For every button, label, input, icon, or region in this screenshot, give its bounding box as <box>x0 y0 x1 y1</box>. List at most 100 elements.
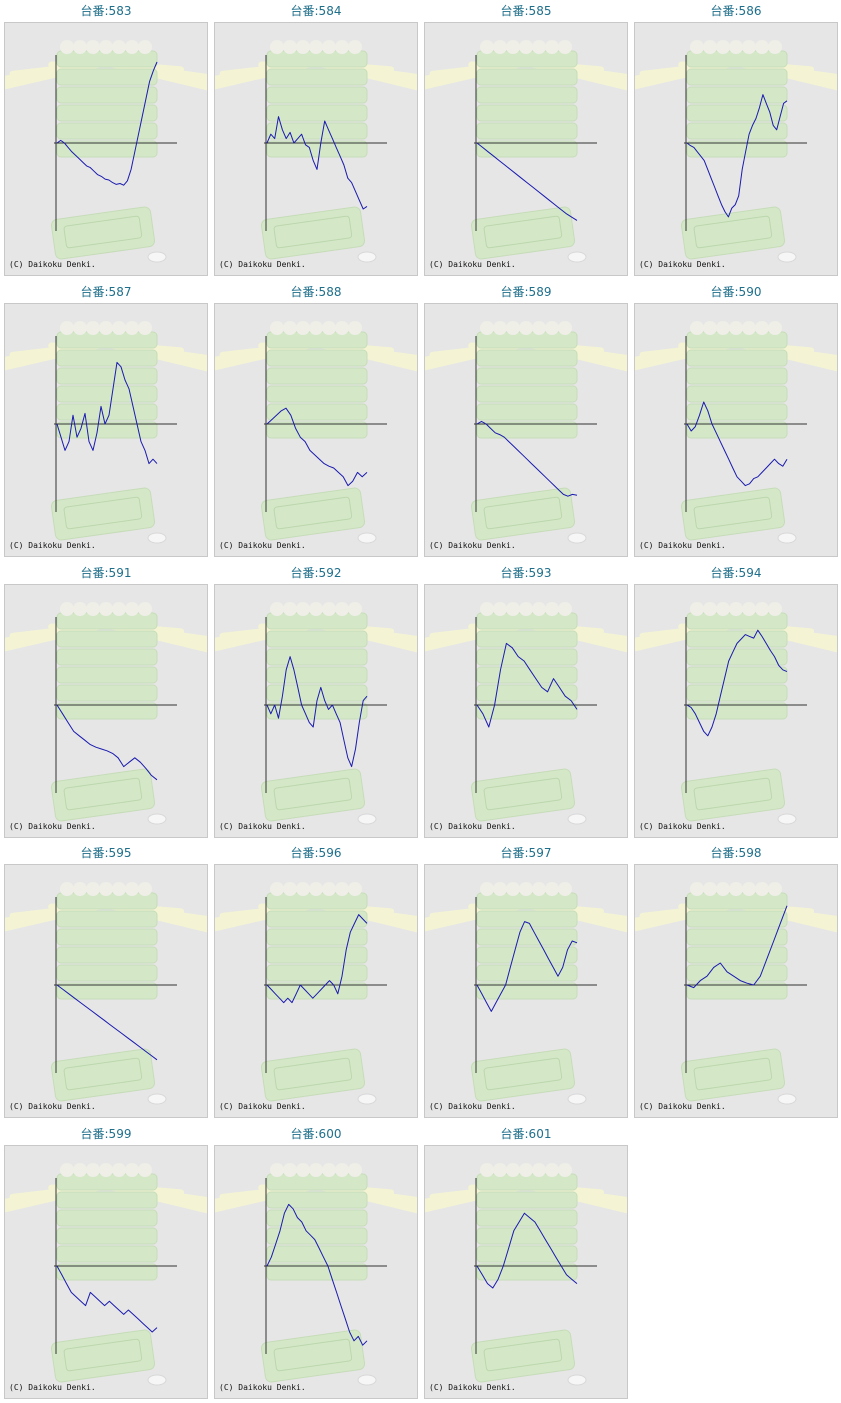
chart-title[interactable]: 台番:592 <box>290 566 342 580</box>
copyright-text: (C) Daikoku Denki. <box>429 260 516 269</box>
background-art <box>425 40 627 263</box>
series-line <box>266 116 368 210</box>
chart-svg <box>215 882 417 1105</box>
chart-title[interactable]: 台番:593 <box>500 566 552 580</box>
chart-svg <box>635 602 837 825</box>
chart-svg <box>425 602 627 825</box>
chart-title[interactable]: 台番:599 <box>80 1127 132 1141</box>
series-line <box>266 1203 368 1346</box>
chart-svg <box>635 40 837 263</box>
chart-title[interactable]: 台番:591 <box>80 566 132 580</box>
series-line <box>686 905 788 989</box>
chart-svg <box>215 602 417 825</box>
series-line <box>266 914 368 1004</box>
copyright-text: (C) Daikoku Denki. <box>429 822 516 831</box>
chart-svg <box>425 1163 627 1386</box>
chart-panel: (C) Daikoku Denki. <box>424 303 628 557</box>
background-art <box>5 602 207 825</box>
chart-panel: (C) Daikoku Denki. <box>634 864 838 1118</box>
chart-title[interactable]: 台番:589 <box>500 285 552 299</box>
chart-svg <box>5 882 207 1105</box>
chart-title[interactable]: 台番:588 <box>290 285 342 299</box>
background-art <box>635 602 837 825</box>
series-line <box>476 921 578 1012</box>
chart-panel: (C) Daikoku Denki. <box>4 22 208 276</box>
copyright-text: (C) Daikoku Denki. <box>9 1383 96 1392</box>
chart-svg <box>5 40 207 263</box>
chart-panel: (C) Daikoku Denki. <box>214 22 418 276</box>
background-art <box>5 40 207 263</box>
background-art <box>215 321 417 544</box>
series-line <box>476 1212 578 1289</box>
series-line <box>266 407 368 487</box>
copyright-text: (C) Daikoku Denki. <box>219 541 306 550</box>
series-line <box>266 656 368 768</box>
background-art <box>215 1163 417 1386</box>
chart-title[interactable]: 台番:587 <box>80 285 132 299</box>
chart-title[interactable]: 台番:586 <box>710 4 762 18</box>
chart-svg <box>425 40 627 263</box>
background-art <box>425 321 627 544</box>
chart-title[interactable]: 台番:583 <box>80 4 132 18</box>
chart-panel: (C) Daikoku Denki. <box>214 584 418 838</box>
series-line <box>476 642 578 728</box>
chart-title[interactable]: 台番:600 <box>290 1127 342 1141</box>
chart-panel: (C) Daikoku Denki. <box>4 303 208 557</box>
chart-title[interactable]: 台番:594 <box>710 566 762 580</box>
chart-svg <box>215 1163 417 1386</box>
chart-panel: (C) Daikoku Denki. <box>634 303 838 557</box>
copyright-text: (C) Daikoku Denki. <box>219 1383 306 1392</box>
copyright-text: (C) Daikoku Denki. <box>639 822 726 831</box>
chart-title[interactable]: 台番:595 <box>80 846 132 860</box>
background-art <box>215 602 417 825</box>
copyright-text: (C) Daikoku Denki. <box>639 541 726 550</box>
chart-panel: (C) Daikoku Denki. <box>424 864 628 1118</box>
background-art <box>5 882 207 1105</box>
chart-panel: (C) Daikoku Denki. <box>4 1145 208 1399</box>
chart-svg <box>5 602 207 825</box>
chart-title[interactable]: 台番:590 <box>710 285 762 299</box>
chart-panel: (C) Daikoku Denki. <box>214 303 418 557</box>
chart-svg <box>5 321 207 544</box>
copyright-text: (C) Daikoku Denki. <box>429 1102 516 1111</box>
background-art <box>635 321 837 544</box>
chart-panel: (C) Daikoku Denki. <box>634 22 838 276</box>
background-art <box>635 40 837 263</box>
series-line <box>686 401 788 487</box>
background-art <box>425 1163 627 1386</box>
chart-title[interactable]: 台番:584 <box>290 4 342 18</box>
chart-panel: (C) Daikoku Denki. <box>424 22 628 276</box>
chart-title[interactable]: 台番:585 <box>500 4 552 18</box>
copyright-text: (C) Daikoku Denki. <box>9 1102 96 1111</box>
copyright-text: (C) Daikoku Denki. <box>429 1383 516 1392</box>
chart-panel: (C) Daikoku Denki. <box>214 864 418 1118</box>
chart-title[interactable]: 台番:596 <box>290 846 342 860</box>
chart-svg <box>215 321 417 544</box>
chart-panel: (C) Daikoku Denki. <box>214 1145 418 1399</box>
chart-svg <box>5 1163 207 1386</box>
chart-svg <box>425 321 627 544</box>
background-art <box>215 882 417 1105</box>
chart-svg <box>425 882 627 1105</box>
background-art <box>5 321 207 544</box>
chart-title[interactable]: 台番:601 <box>500 1127 552 1141</box>
background-art <box>425 882 627 1105</box>
chart-panel: (C) Daikoku Denki. <box>424 584 628 838</box>
series-line <box>56 61 158 186</box>
chart-panel: (C) Daikoku Denki. <box>424 1145 628 1399</box>
copyright-text: (C) Daikoku Denki. <box>9 541 96 550</box>
copyright-text: (C) Daikoku Denki. <box>9 260 96 269</box>
copyright-text: (C) Daikoku Denki. <box>639 1102 726 1111</box>
series-line <box>686 629 788 737</box>
series-line <box>56 704 158 781</box>
chart-svg <box>215 40 417 263</box>
chart-svg <box>635 321 837 544</box>
chart-title[interactable]: 台番:597 <box>500 846 552 860</box>
copyright-text: (C) Daikoku Denki. <box>9 822 96 831</box>
background-art <box>5 1163 207 1386</box>
series-line <box>476 142 578 221</box>
series-line <box>56 984 158 1061</box>
chart-title[interactable]: 台番:598 <box>710 846 762 860</box>
chart-panel: (C) Daikoku Denki. <box>4 864 208 1118</box>
